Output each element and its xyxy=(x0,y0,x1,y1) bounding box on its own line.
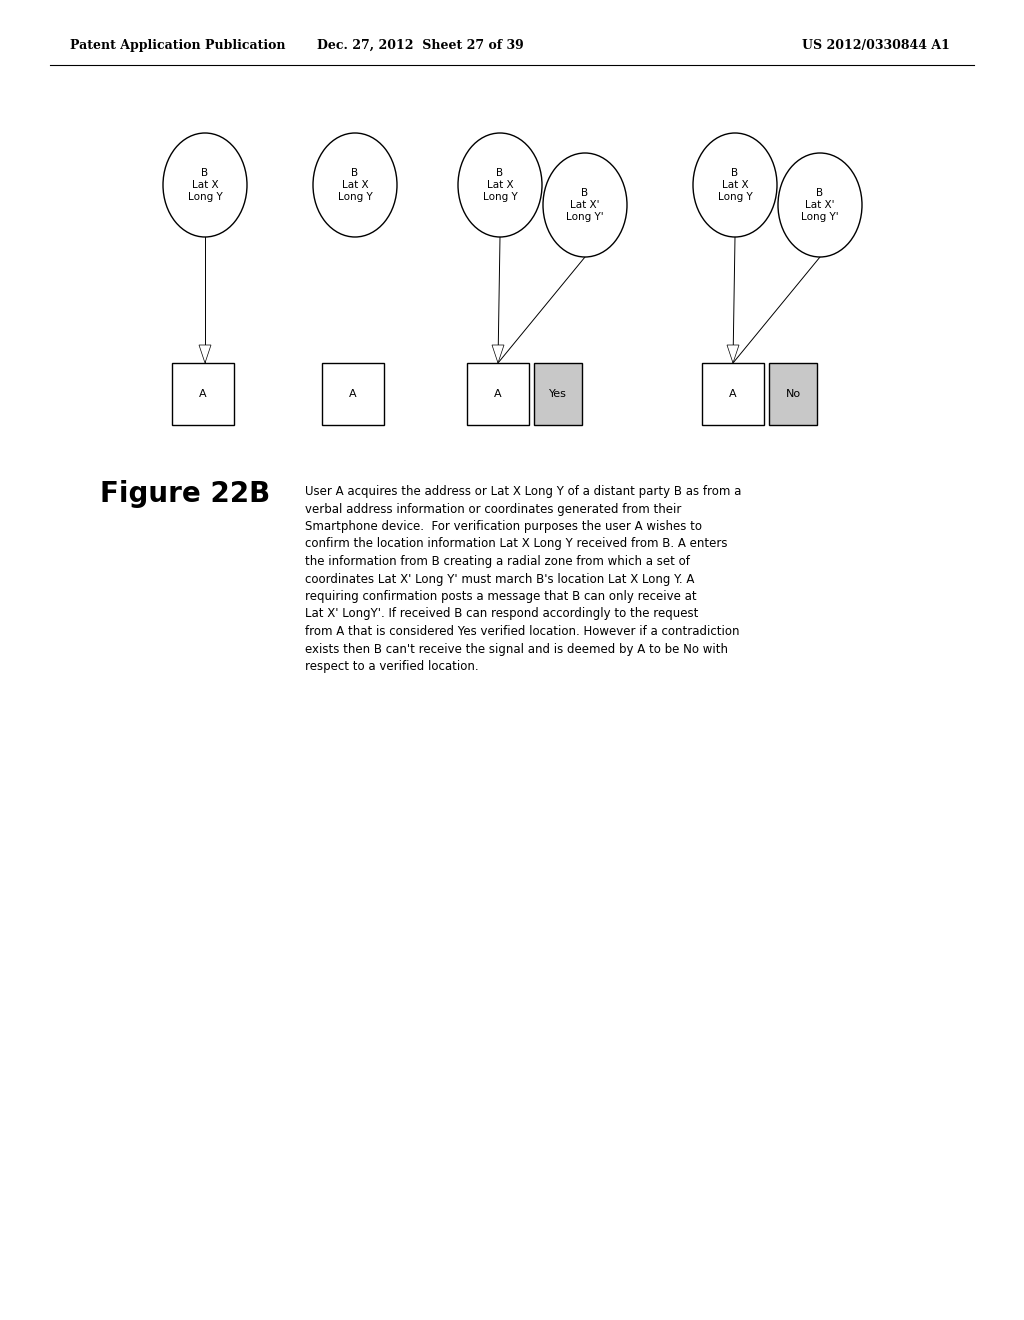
Text: US 2012/0330844 A1: US 2012/0330844 A1 xyxy=(802,38,950,51)
Bar xyxy=(467,363,529,425)
Text: B
Lat X
Long Y: B Lat X Long Y xyxy=(338,168,373,202)
Text: Patent Application Publication: Patent Application Publication xyxy=(70,38,286,51)
Polygon shape xyxy=(492,345,504,363)
Ellipse shape xyxy=(543,153,627,257)
Text: Dec. 27, 2012  Sheet 27 of 39: Dec. 27, 2012 Sheet 27 of 39 xyxy=(316,38,523,51)
Ellipse shape xyxy=(458,133,542,238)
Polygon shape xyxy=(727,345,739,363)
Ellipse shape xyxy=(778,153,862,257)
Text: B
Lat X'
Long Y': B Lat X' Long Y' xyxy=(801,187,839,222)
Polygon shape xyxy=(199,345,211,363)
Bar xyxy=(534,363,582,425)
Text: B
Lat X'
Long Y': B Lat X' Long Y' xyxy=(566,187,604,222)
Text: A: A xyxy=(200,389,207,399)
Text: B
Lat X
Long Y: B Lat X Long Y xyxy=(718,168,753,202)
Text: A: A xyxy=(349,389,356,399)
Text: B
Lat X
Long Y: B Lat X Long Y xyxy=(187,168,222,202)
Bar xyxy=(322,363,384,425)
Text: A: A xyxy=(495,389,502,399)
Ellipse shape xyxy=(313,133,397,238)
Text: B
Lat X
Long Y: B Lat X Long Y xyxy=(482,168,517,202)
Text: A: A xyxy=(729,389,737,399)
Bar xyxy=(769,363,817,425)
Ellipse shape xyxy=(163,133,247,238)
Bar xyxy=(172,363,234,425)
Ellipse shape xyxy=(693,133,777,238)
Text: Figure 22B: Figure 22B xyxy=(100,480,270,508)
Text: No: No xyxy=(785,389,801,399)
Text: Yes: Yes xyxy=(549,389,567,399)
Bar xyxy=(702,363,764,425)
Text: User A acquires the address or Lat X Long Y of a distant party B as from a
verba: User A acquires the address or Lat X Lon… xyxy=(305,484,741,673)
